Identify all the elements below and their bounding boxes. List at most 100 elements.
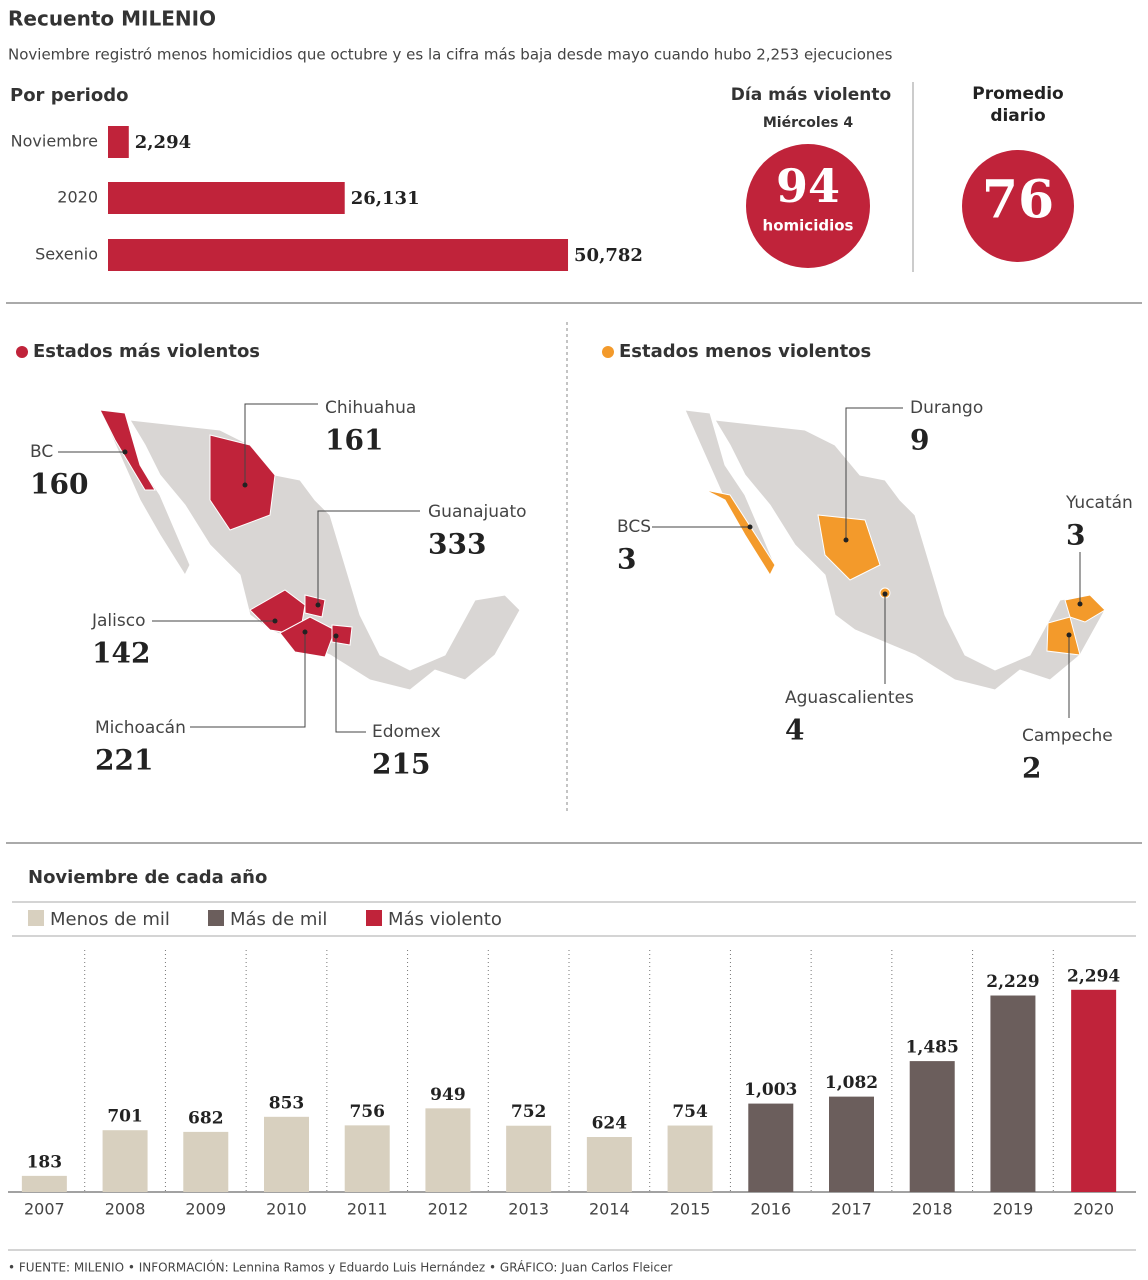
state-name: Durango bbox=[910, 398, 983, 418]
value-label: 1,003 bbox=[744, 1080, 797, 1100]
value-label: 1,485 bbox=[906, 1038, 959, 1058]
state-value: 3 bbox=[1066, 519, 1085, 552]
state-value: 333 bbox=[428, 528, 486, 561]
leader-dot bbox=[1077, 601, 1083, 607]
state-value: 160 bbox=[30, 468, 88, 501]
value-label: 50,782 bbox=[574, 245, 643, 266]
bar bbox=[748, 1103, 794, 1192]
legend-label: Menos de mil bbox=[50, 909, 170, 930]
map-title: Estados más violentos bbox=[33, 341, 260, 362]
bar bbox=[425, 1108, 471, 1192]
value-label: 2,229 bbox=[986, 972, 1039, 992]
state-highlight bbox=[1064, 594, 1106, 623]
x-tick-label: 2020 bbox=[1073, 1200, 1114, 1219]
state-name: BCS bbox=[617, 517, 651, 537]
leader-dot bbox=[843, 537, 849, 543]
x-tick-label: 2014 bbox=[589, 1200, 630, 1219]
value-label: 1,082 bbox=[825, 1073, 878, 1093]
x-tick-label: 2018 bbox=[912, 1200, 953, 1219]
leader-dot bbox=[315, 602, 321, 608]
state-value: 142 bbox=[92, 637, 150, 670]
state-value: 9 bbox=[910, 424, 929, 457]
leader-line bbox=[845, 407, 903, 540]
leader-line bbox=[244, 403, 318, 485]
value-label: 26,131 bbox=[351, 188, 420, 209]
state-name: Yucatán bbox=[1065, 493, 1133, 513]
stat-note: homicidios bbox=[763, 217, 854, 235]
x-tick-label: 2012 bbox=[428, 1200, 469, 1219]
x-tick-label: 2013 bbox=[508, 1200, 549, 1219]
legend-dot bbox=[16, 346, 28, 358]
title: Recuento MILENIO bbox=[8, 7, 216, 31]
state-value: 4 bbox=[785, 714, 804, 747]
bar bbox=[183, 1131, 229, 1192]
x-tick-label: 2007 bbox=[24, 1200, 65, 1219]
state-highlight bbox=[704, 489, 776, 577]
state-name: Jalisco bbox=[91, 611, 145, 631]
value-label: 2,294 bbox=[135, 132, 191, 153]
map bbox=[99, 409, 521, 691]
state-highlight bbox=[331, 624, 353, 646]
footer: • FUENTE: MILENIO • INFORMACIÓN: Lennina… bbox=[8, 1260, 672, 1275]
stat-subtitle: Miércoles 4 bbox=[763, 115, 854, 131]
state-name: Edomex bbox=[372, 722, 441, 742]
bar bbox=[586, 1136, 632, 1192]
leader-dot bbox=[272, 618, 278, 624]
stat-title: Día más violento bbox=[731, 85, 891, 105]
bar bbox=[108, 239, 569, 271]
value-label: 754 bbox=[672, 1102, 708, 1122]
leader-dot bbox=[747, 524, 753, 530]
state-value: 221 bbox=[95, 744, 153, 777]
x-tick-label: 2015 bbox=[670, 1200, 711, 1219]
bar bbox=[102, 1130, 148, 1192]
bar bbox=[108, 182, 345, 214]
value-label: 701 bbox=[107, 1107, 143, 1127]
value-label: 624 bbox=[592, 1113, 628, 1133]
map-title: Estados menos violentos bbox=[619, 341, 871, 362]
stat-circle bbox=[962, 150, 1074, 262]
value-label: 756 bbox=[349, 1102, 385, 1122]
value-label: 183 bbox=[27, 1152, 63, 1172]
bar bbox=[909, 1061, 955, 1192]
map bbox=[684, 409, 1106, 691]
x-tick-label: 2010 bbox=[266, 1200, 307, 1219]
leader-line bbox=[317, 510, 420, 605]
legend-swatch bbox=[208, 910, 224, 926]
x-tick-label: 2011 bbox=[347, 1200, 388, 1219]
leader-dot bbox=[333, 633, 339, 639]
leader-dot bbox=[242, 482, 248, 488]
state-highlight bbox=[249, 589, 306, 636]
bar bbox=[108, 126, 129, 158]
stat-title: Promedio diario bbox=[972, 84, 1064, 126]
x-tick-label: 2017 bbox=[831, 1200, 872, 1219]
value-label: 853 bbox=[269, 1093, 305, 1113]
leader-dot bbox=[302, 629, 308, 635]
state-value: 215 bbox=[372, 748, 430, 781]
category-label: 2020 bbox=[57, 188, 98, 207]
state-name: Guanajuato bbox=[428, 502, 527, 522]
stat-value: 76 bbox=[982, 170, 1054, 231]
bar bbox=[264, 1116, 309, 1192]
state-highlight bbox=[99, 409, 156, 491]
state-highlight bbox=[279, 616, 336, 658]
leader-line bbox=[190, 632, 306, 728]
value-label: 682 bbox=[188, 1108, 224, 1128]
leader-line bbox=[335, 636, 366, 733]
bar bbox=[344, 1125, 390, 1192]
state-name: Campeche bbox=[1022, 726, 1113, 746]
value-label: 752 bbox=[511, 1102, 547, 1122]
state-value: 3 bbox=[617, 543, 636, 576]
bar bbox=[1071, 989, 1117, 1192]
legend-label: Más violento bbox=[388, 909, 502, 930]
state-highlight bbox=[1046, 616, 1081, 656]
state-value: 161 bbox=[325, 424, 383, 457]
x-tick-label: 2009 bbox=[185, 1200, 226, 1219]
value-label: 949 bbox=[430, 1085, 466, 1105]
bar bbox=[506, 1125, 552, 1192]
bar bbox=[21, 1175, 67, 1192]
x-tick-label: 2019 bbox=[993, 1200, 1034, 1219]
leader-dot bbox=[122, 449, 128, 455]
column-title: Noviembre de cada año bbox=[28, 867, 267, 888]
